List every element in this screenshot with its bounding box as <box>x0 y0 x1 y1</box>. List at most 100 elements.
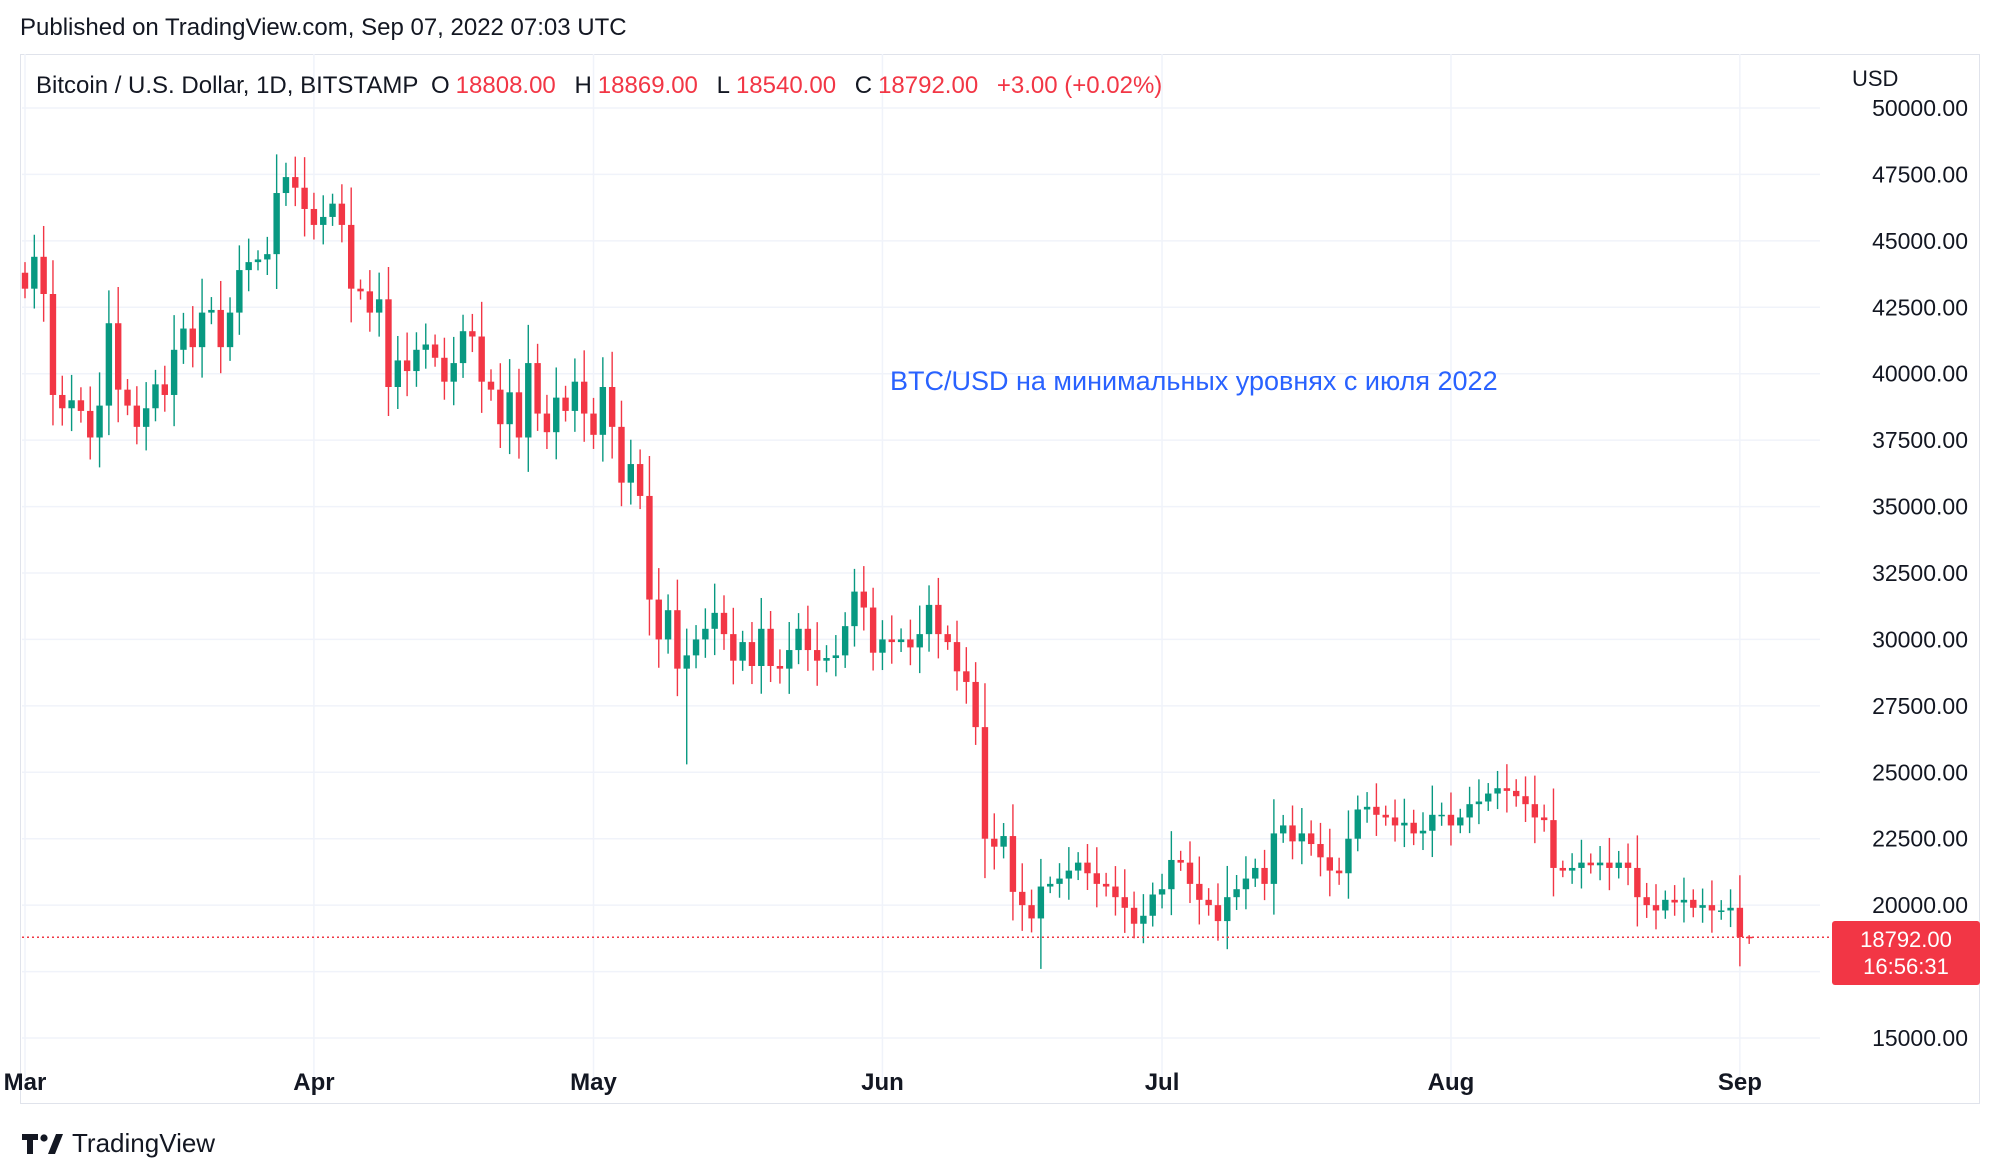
candle <box>1615 850 1622 879</box>
candle <box>553 367 560 460</box>
candle <box>254 250 262 271</box>
tradingview-logo-icon <box>22 1133 63 1154</box>
candle <box>730 607 737 685</box>
candle <box>422 323 429 369</box>
last-price-value: 18792.00 <box>1860 927 1952 952</box>
candle <box>320 195 327 245</box>
candles <box>21 154 1753 969</box>
candle <box>1037 858 1045 969</box>
candle <box>292 156 299 207</box>
candle <box>571 358 579 432</box>
candle <box>1019 863 1026 931</box>
candle <box>68 374 75 432</box>
candle <box>1130 891 1138 939</box>
candle <box>152 369 159 422</box>
candle <box>1634 835 1641 927</box>
candle <box>525 324 532 472</box>
y-tick-label: 30000.00 <box>1872 626 1968 652</box>
candle <box>1177 850 1184 871</box>
candle <box>1354 795 1361 852</box>
y-tick-label: 15000.00 <box>1872 1025 1968 1051</box>
candle <box>758 597 765 694</box>
candle <box>692 625 700 669</box>
candle <box>1522 776 1529 822</box>
currency-label: USD <box>1852 66 1899 91</box>
candle <box>1419 812 1427 851</box>
candle <box>851 568 858 647</box>
published-caption: Published on TradingView.com, Sep 07, 20… <box>20 14 627 41</box>
candle <box>515 368 523 459</box>
candle <box>599 357 607 462</box>
candle <box>431 334 439 367</box>
candle <box>1186 841 1194 904</box>
candle <box>711 583 718 656</box>
candle <box>1662 890 1669 919</box>
candle <box>1280 814 1287 843</box>
candle <box>636 449 644 510</box>
candle <box>226 297 234 361</box>
candle <box>1233 874 1240 910</box>
candle <box>1447 792 1455 846</box>
candle <box>823 645 830 673</box>
chart-annotation: BTC/USD на минимальных уровнях с июля 20… <box>890 366 1498 396</box>
candle <box>469 313 476 353</box>
x-tick-label: Aug <box>1428 1069 1475 1096</box>
candle <box>357 279 364 300</box>
candle <box>1475 779 1483 825</box>
candle <box>170 315 178 427</box>
candle <box>1494 770 1501 810</box>
candle <box>59 375 66 426</box>
candle <box>534 343 541 431</box>
candle <box>1149 882 1156 927</box>
candle <box>1503 764 1511 813</box>
low-value: L 18540.00 <box>716 72 837 99</box>
tradingview-logo[interactable]: TradingView <box>20 1128 215 1159</box>
y-tick-label: 22500.00 <box>1872 826 1968 852</box>
candle <box>543 394 551 450</box>
candle <box>31 234 38 309</box>
candle <box>1168 831 1175 916</box>
candle <box>1513 779 1520 807</box>
candle <box>348 187 355 323</box>
candle <box>1047 876 1054 894</box>
candle <box>972 662 979 745</box>
candle <box>1205 888 1212 916</box>
candle <box>450 336 457 406</box>
candle <box>832 635 840 677</box>
candle <box>245 238 252 292</box>
candle <box>1690 889 1697 918</box>
candle <box>1298 808 1306 865</box>
candle <box>1093 847 1100 908</box>
candle <box>1317 822 1324 877</box>
candle <box>1307 820 1315 856</box>
candle <box>963 647 970 704</box>
y-tick-label: 37500.00 <box>1872 427 1968 453</box>
candle <box>935 577 942 659</box>
candle <box>1680 877 1688 923</box>
symbol-title[interactable]: Bitcoin / U.S. Dollar, 1D, BITSTAMP <box>36 72 419 99</box>
y-tick-label: 27500.00 <box>1872 693 1968 719</box>
candle <box>403 332 411 397</box>
candle <box>1466 786 1473 834</box>
candle <box>1410 809 1417 846</box>
candle <box>198 278 206 378</box>
candle <box>655 568 662 668</box>
candle <box>1112 866 1119 916</box>
candle <box>767 610 774 683</box>
candle <box>860 566 867 631</box>
candle <box>1457 808 1464 834</box>
chart-grid <box>22 54 1820 1082</box>
candle <box>1540 804 1548 832</box>
y-tick-label: 50000.00 <box>1872 95 1968 121</box>
candle <box>1028 889 1035 933</box>
candle <box>1261 849 1268 901</box>
candle <box>301 157 308 237</box>
candle <box>1624 843 1632 886</box>
candle <box>385 267 392 417</box>
candle <box>1429 785 1436 858</box>
y-tick-label: 20000.00 <box>1872 892 1968 918</box>
time-axis: Mar Apr May Jun Jul Aug Sep <box>4 1069 1762 1096</box>
candle <box>180 312 187 364</box>
candle <box>394 335 401 410</box>
